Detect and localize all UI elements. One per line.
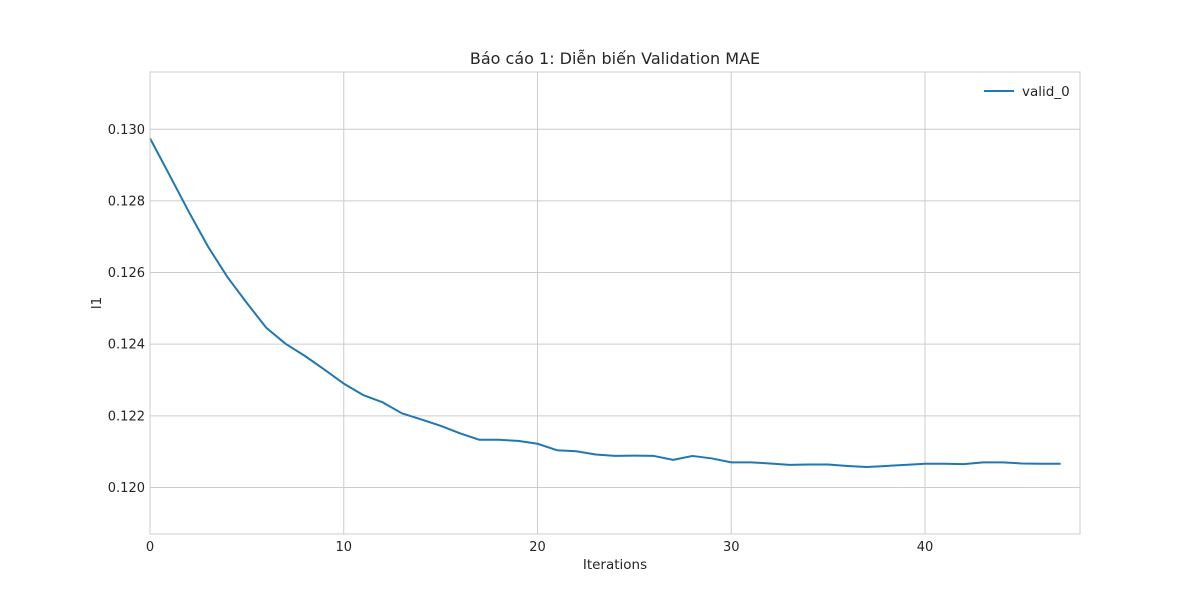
x-tick-label: 10 (335, 540, 352, 555)
y-axis-label: l1 (89, 297, 105, 309)
x-axis-label: Iterations (583, 557, 647, 573)
legend[interactable]: valid_0 (984, 84, 1070, 100)
y-tick-label: 0.126 (108, 266, 145, 281)
legend-label-valid-0: valid_0 (1022, 84, 1070, 100)
series-layer (149, 137, 1061, 469)
tick-labels: 0 10 20 30 40 0.120 0.122 0.124 0.126 0.128 0.130 (108, 123, 933, 555)
y-tick-label: 0.120 (108, 481, 145, 496)
y-tick-label: 0.128 (108, 194, 145, 209)
x-tick-label: 0 (146, 540, 154, 555)
x-tick-label: 30 (723, 540, 740, 555)
grid-lines (149, 72, 1080, 534)
y-tick-label: 0.130 (108, 123, 145, 138)
y-tick-label: 0.124 (108, 338, 145, 353)
chart-title: Báo cáo 1: Diễn biến Validation MAE (470, 49, 760, 68)
x-tick-label: 40 (917, 540, 934, 555)
plot-frame (149, 71, 1081, 535)
x-tick-label: 20 (529, 540, 546, 555)
series-line-valid-0 (149, 137, 1061, 469)
y-tick-label: 0.122 (108, 409, 145, 424)
